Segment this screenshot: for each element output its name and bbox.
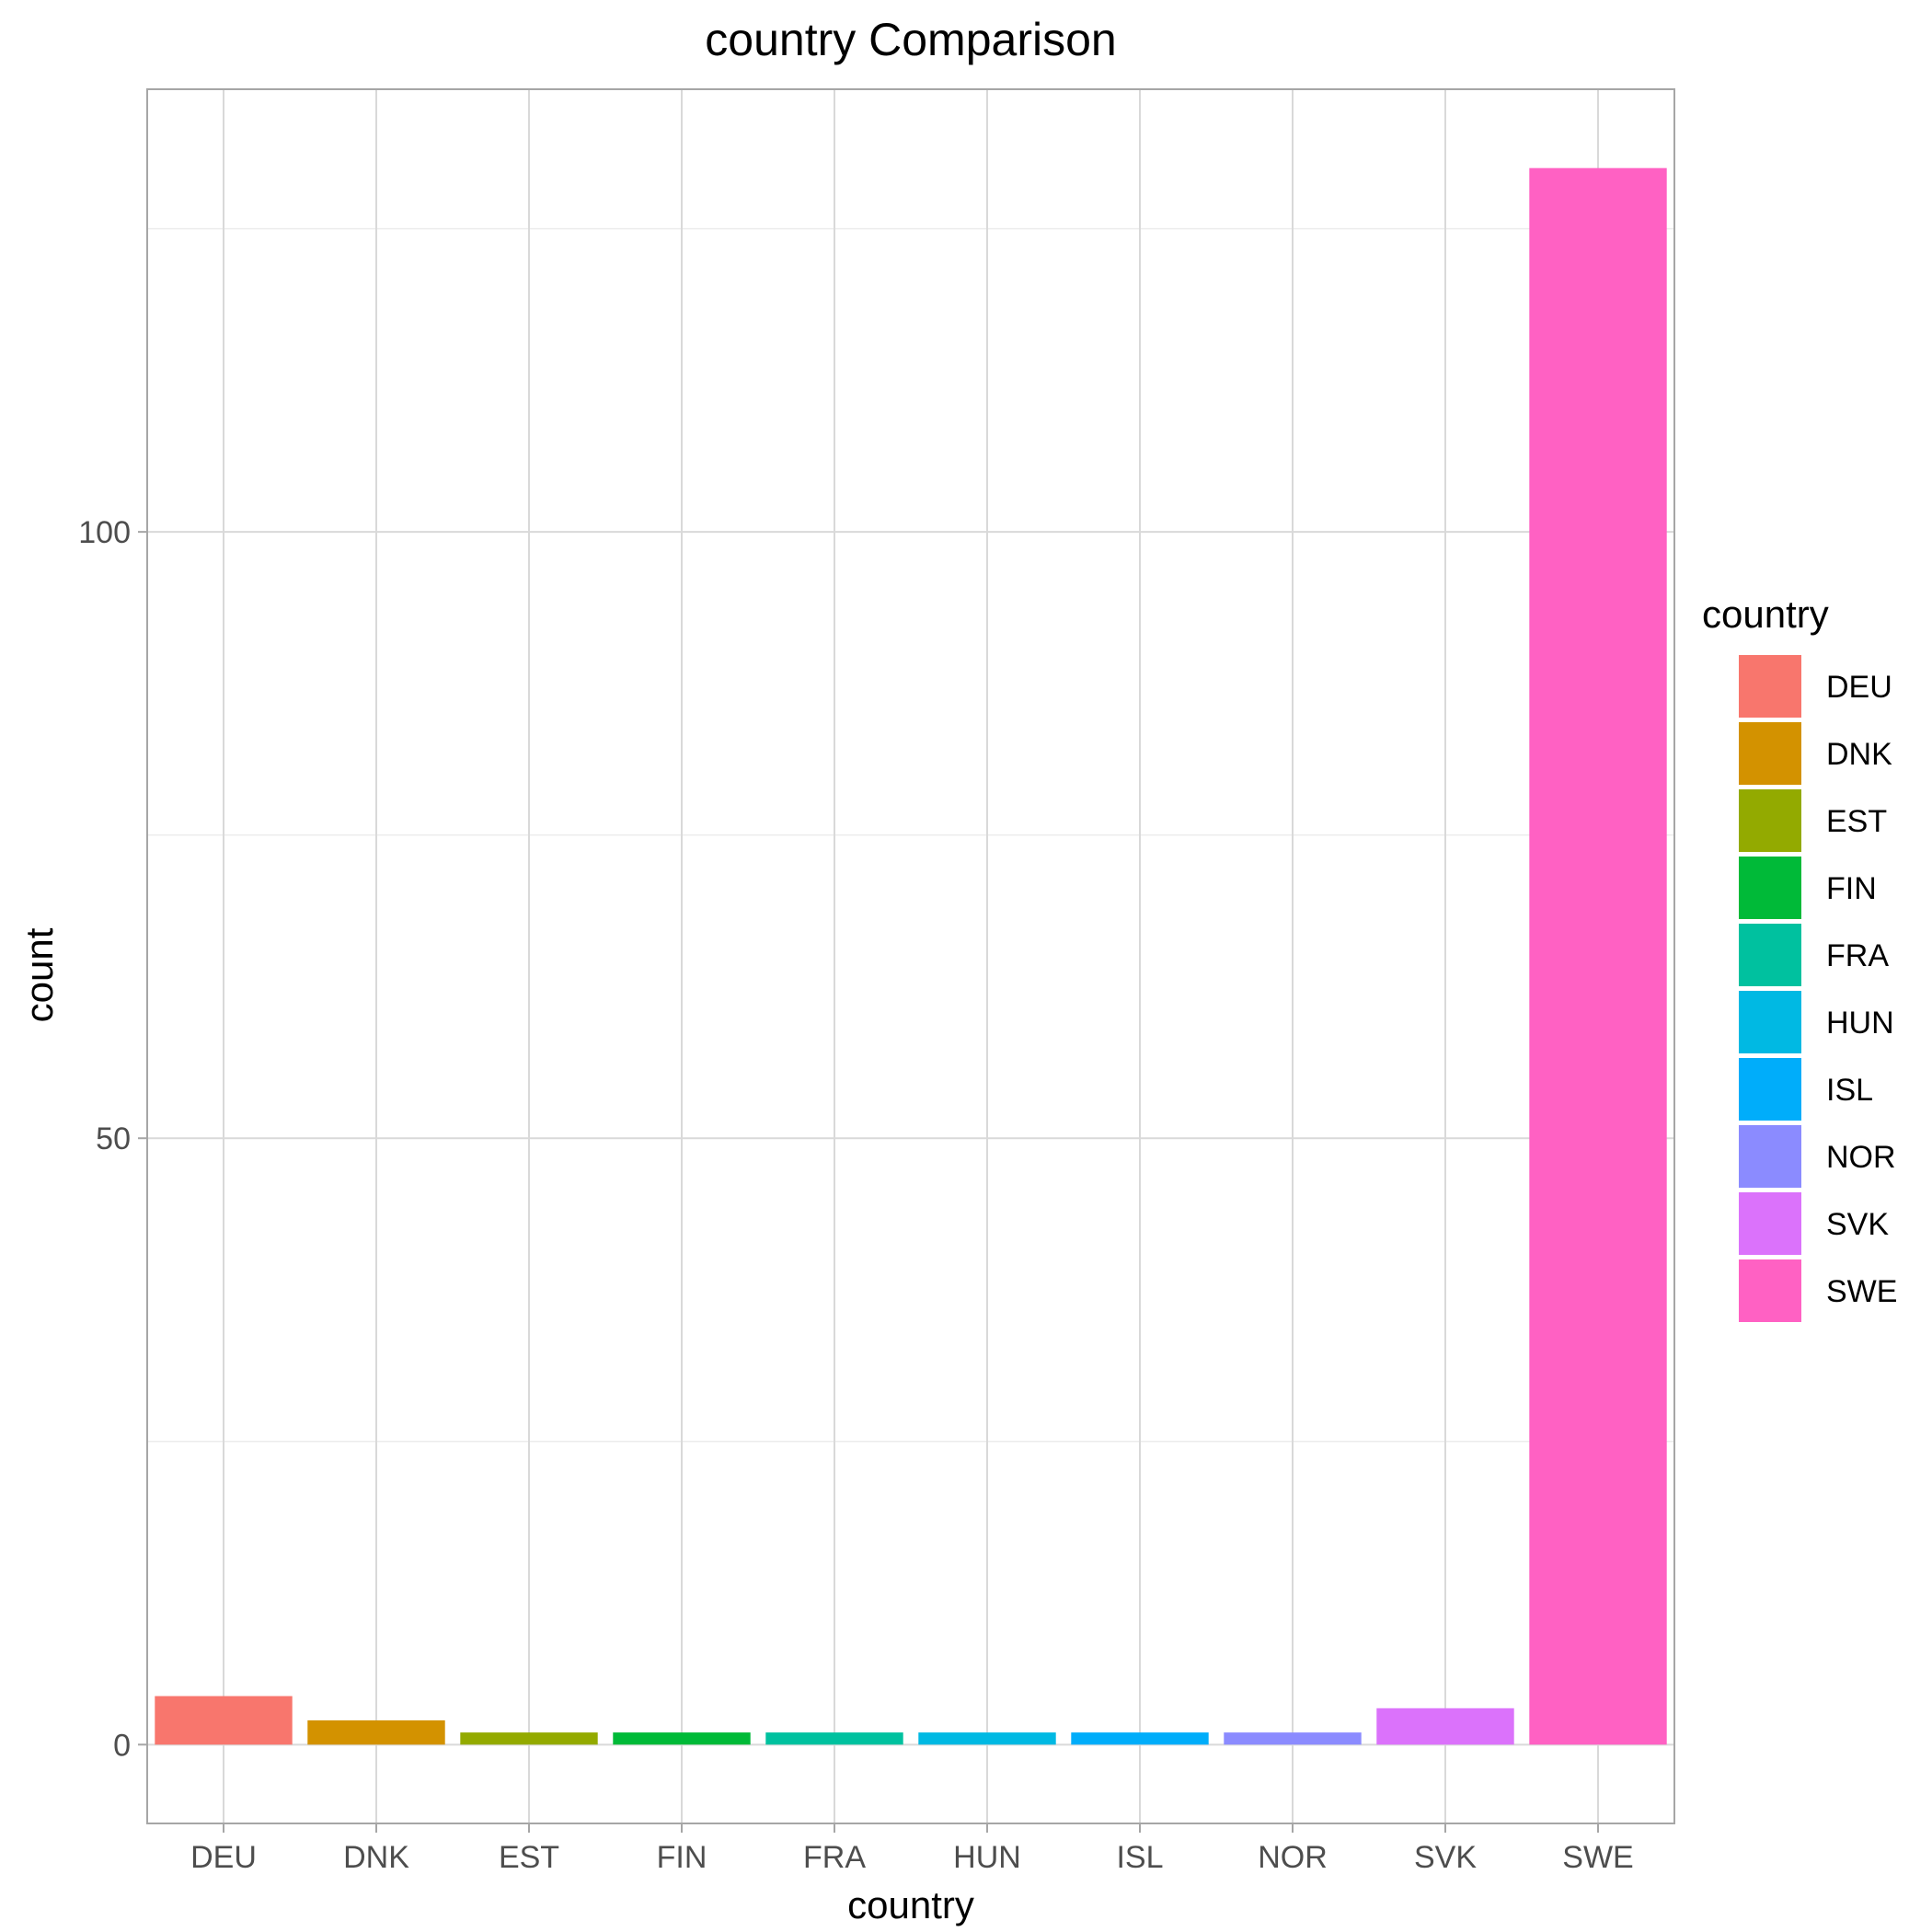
legend-item: SVK xyxy=(1739,1192,1889,1255)
legend-label: EST xyxy=(1826,804,1887,839)
x-tick-label: EST xyxy=(499,1840,559,1875)
x-tick-label: SVK xyxy=(1414,1840,1477,1875)
y-axis: 0 50 100 xyxy=(78,515,147,1763)
legend-items: DEU DNK EST FIN FRA HUN ISL NOR SVK SWE xyxy=(1739,655,1897,1322)
legend-item: FIN xyxy=(1739,857,1877,919)
legend-label: DNK xyxy=(1826,737,1892,772)
bar-svk xyxy=(1376,1708,1514,1745)
legend-swatch xyxy=(1739,789,1801,852)
legend-item: DEU xyxy=(1739,655,1892,718)
y-tick-label: 100 xyxy=(78,515,131,550)
legend-label: HUN xyxy=(1826,1006,1894,1041)
legend-item: HUN xyxy=(1739,991,1894,1053)
grid xyxy=(147,89,1674,1823)
bar-isl xyxy=(1071,1732,1209,1745)
legend-label: SWE xyxy=(1826,1274,1897,1309)
bar-deu xyxy=(155,1696,293,1745)
bar-nor xyxy=(1224,1732,1362,1745)
legend-swatch xyxy=(1739,655,1801,718)
legend-item: DNK xyxy=(1739,722,1892,785)
legend-label: NOR xyxy=(1826,1140,1896,1175)
legend-swatch xyxy=(1739,924,1801,986)
legend-swatch xyxy=(1739,1125,1801,1188)
legend-item: SWE xyxy=(1739,1259,1897,1322)
legend-label: DEU xyxy=(1826,670,1892,705)
panel-border xyxy=(146,88,1675,1824)
y-tick-label: 50 xyxy=(96,1121,131,1156)
bar-hun xyxy=(918,1732,1056,1745)
legend-swatch xyxy=(1739,1259,1801,1322)
plot-panel xyxy=(147,89,1674,1823)
legend-swatch xyxy=(1739,991,1801,1053)
legend-swatch xyxy=(1739,1058,1801,1121)
x-axis: DEU DNK EST FIN FRA HUN ISL NOR SVK SWE xyxy=(190,1823,1634,1875)
legend-label: SVK xyxy=(1826,1207,1889,1242)
bar-est xyxy=(460,1732,598,1745)
bar-dnk xyxy=(307,1719,445,1745)
y-axis-title: count xyxy=(17,927,61,1022)
bar-fra xyxy=(765,1732,903,1745)
bars xyxy=(155,167,1667,1745)
legend-swatch xyxy=(1739,1192,1801,1255)
legend: country DEU DNK EST FIN FRA HUN ISL NOR SVK SWE xyxy=(1702,592,1897,1322)
x-tick-label: SWE xyxy=(1562,1840,1633,1875)
x-tick-label: ISL xyxy=(1116,1840,1163,1875)
legend-item: EST xyxy=(1739,789,1887,852)
legend-label: FRA xyxy=(1826,938,1889,973)
legend-item: FRA xyxy=(1739,924,1889,986)
legend-label: ISL xyxy=(1826,1073,1873,1108)
legend-swatch xyxy=(1739,857,1801,919)
chart-title: country Comparison xyxy=(705,14,1116,65)
x-tick-label: FRA xyxy=(803,1840,866,1875)
legend-title: country xyxy=(1702,592,1829,636)
bar-swe xyxy=(1529,167,1667,1745)
legend-swatch xyxy=(1739,722,1801,785)
x-tick-label: HUN xyxy=(953,1840,1021,1875)
x-tick-label: NOR xyxy=(1258,1840,1328,1875)
x-tick-label: FIN xyxy=(657,1840,707,1875)
bar-fin xyxy=(613,1732,751,1745)
legend-label: FIN xyxy=(1826,871,1877,906)
legend-item: ISL xyxy=(1739,1058,1873,1121)
x-axis-title: country xyxy=(847,1883,974,1926)
legend-item: NOR xyxy=(1739,1125,1896,1188)
x-tick-label: DNK xyxy=(343,1840,409,1875)
x-tick-label: DEU xyxy=(190,1840,257,1875)
y-tick-label: 0 xyxy=(113,1728,131,1763)
